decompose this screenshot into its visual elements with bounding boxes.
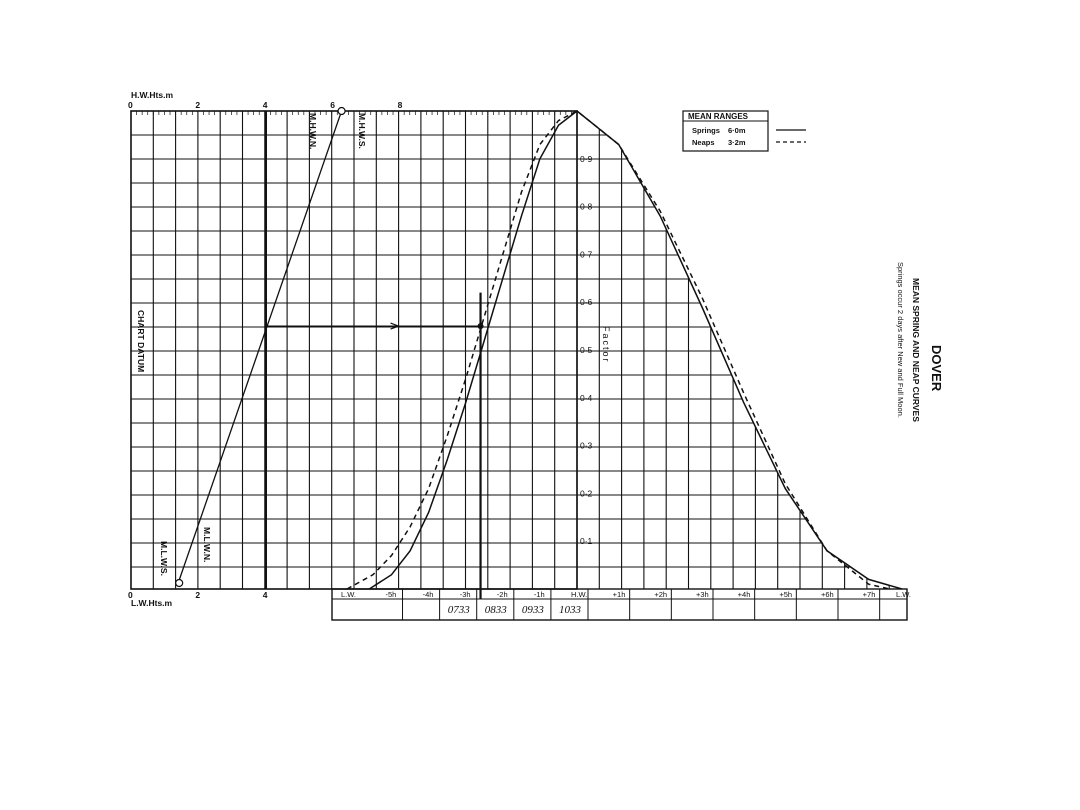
factor-axis-title: Factor [601,326,611,364]
legend-box [682,110,769,152]
time-tick-label: -5h [386,590,397,599]
factor-tick-label: 0·9 [580,154,593,164]
lw-axis-label: L.W.Hts.m [131,598,173,608]
time-tick-label: -4h [423,590,434,599]
time-tick-label: -2h [497,590,508,599]
time-tick-label: +6h [821,590,834,599]
legend-item-value: 3·2m [728,138,746,147]
factor-tick-label: 0·4 [580,393,593,403]
factor-tick-label: 0·1 [580,536,593,546]
lw-tick-label: 2 [195,590,200,600]
legend-item-name: Neaps [692,138,715,147]
legend-title: MEAN RANGES [688,112,749,121]
time-axis-frame [331,588,908,621]
chart-note: Springs occur 2 days after New and Full … [896,262,905,418]
hw-axis-label: H.W.Hts.m [131,90,173,100]
hw-tick-label: 4 [263,100,268,110]
legend: MEAN RANGES Springs 6·0m Neaps 3·2m [682,110,806,152]
range-line [177,110,343,584]
chart-title: DOVER [929,345,944,392]
mhws-label: M.H.W.S. [357,113,367,149]
chart-subtitle: MEAN SPRING AND NEAP CURVES [911,278,921,422]
time-tick-label: -1h [534,590,545,599]
time-tick-label: +3h [696,590,709,599]
lw-point-marker [175,578,184,588]
lw-tick-label: 0 [128,590,133,600]
factor-tick-label: 0·3 [580,441,593,451]
factor-tick-label: 0·7 [580,249,593,259]
time-tick-label: +2h [654,590,667,599]
factor-tick-label: 0·5 [580,345,593,355]
mlws-label: M.L.W.S. [159,541,169,576]
worked-example [175,106,484,599]
curve-springs [368,110,903,590]
hw-tick-label: 2 [195,100,200,110]
legend-item-value: 6·0m [728,126,746,135]
hw-tick-label: 0 [128,100,133,110]
factor-tick-label: 0·2 [580,488,593,498]
factor-axis: 0·1 0·2 0·3 0·4 0·5 0·6 0·7 0·8 0·9 Factor [576,111,611,589]
time-tick-label: L.W. [341,590,356,599]
arrow-head [390,322,401,330]
chart-titles: DOVER MEAN SPRING AND NEAP CURVES Springs … [896,262,944,422]
time-tick-label: +5h [779,590,792,599]
factor-tick-label: 0·8 [580,202,593,212]
hw-tick-label: 6 [330,100,335,110]
chart-datum-label: CHART DATUM [136,310,146,372]
time-tick-label: +4h [738,590,751,599]
factor-tick-label: 0·6 [580,297,593,307]
tidal-curves [346,110,903,590]
intersection-point [477,323,484,330]
hw-point-marker [337,106,346,116]
mlwn-label: M.L.W.N. [202,527,212,562]
legend-item-name: Springs [692,126,720,135]
time-tick-label: L.W. [896,590,911,599]
time-tick-label: H.W. [571,590,587,599]
grid-lines [130,111,890,589]
time-tick-label: +1h [613,590,626,599]
time-entry: 1033 [559,604,582,616]
hw-tick-label: 8 [398,100,403,110]
time-tick-label: -3h [460,590,471,599]
time-entry: 0733 [448,604,471,616]
time-entry: 0833 [485,604,508,616]
lw-tick-label: 4 [263,590,268,600]
lw-height-axis: 0 2 4 L.W.Hts.m [128,590,268,608]
height-level-lines: M.H.W.N. M.H.W.S. M.L.W.S. M.L.W.N. CHART DA… [136,113,367,576]
hw-height-axis: H.W.Hts.m0 2 4 6 8 [128,90,403,110]
time-axis-box: L.W. -5h -4h -3h -2h -1h H.W. +1h +2h +3h +4h +5h +6… [331,588,911,621]
time-entry: 0933 [522,604,545,616]
mhwn-label: M.H.W.N. [308,113,318,149]
time-tick-label: +7h [863,590,876,599]
